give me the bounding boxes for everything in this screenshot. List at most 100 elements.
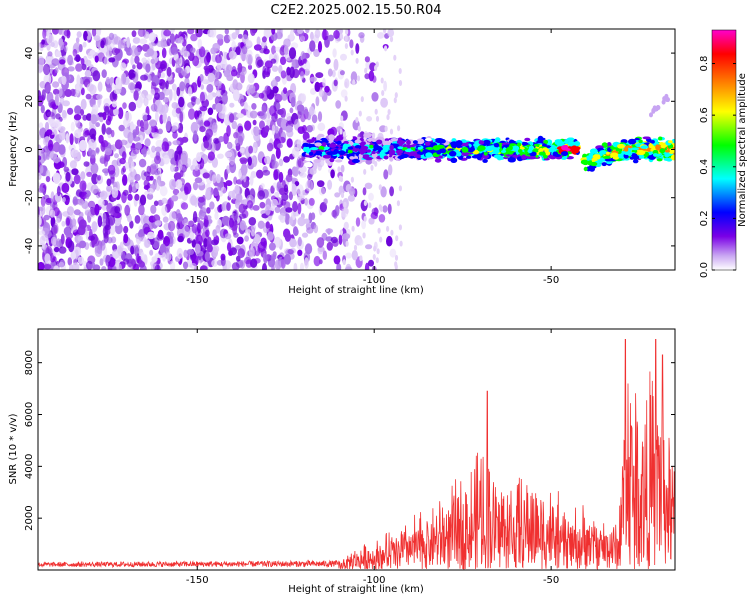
- spectrogram-cell: [75, 189, 83, 197]
- spectrogram-cell: [138, 158, 147, 168]
- spectrogram-cell: [216, 91, 221, 97]
- spectrogram-cell: [88, 138, 96, 149]
- spectrogram-cell: [97, 198, 105, 207]
- spectrogram-cell: [121, 191, 127, 204]
- spectrogram-cell: [127, 172, 135, 183]
- spectrogram-cell: [221, 203, 226, 212]
- spectrogram-cell: [362, 232, 366, 239]
- colorbar-tick-label: 0.0: [699, 262, 710, 278]
- spectrogram-cell: [272, 251, 277, 257]
- spectrogram-cell: [275, 102, 281, 110]
- spectrogram-cell: [67, 257, 73, 266]
- spectrogram-cell: [276, 29, 282, 38]
- spectrogram-cell: [350, 49, 354, 56]
- spectrogram-cell: [237, 33, 243, 39]
- spectrogram-cell: [306, 139, 315, 144]
- spectrogram-cell: [146, 148, 151, 155]
- spectrogram-cell: [80, 109, 85, 116]
- spectrogram-cell: [220, 186, 227, 194]
- spectrogram-cell: [146, 48, 155, 57]
- spectrogram-cell: [180, 202, 189, 210]
- spectrogram-cell: [47, 139, 54, 151]
- colorbar-tick-label: 0.8: [699, 56, 710, 72]
- spectrogram-cell: [40, 196, 46, 208]
- spectrogram-cell: [343, 140, 349, 145]
- spectrogram-cell: [136, 62, 143, 70]
- spectrogram-cell: [214, 80, 222, 87]
- spectrogram-cell: [455, 140, 463, 146]
- spectrogram-cell: [205, 128, 213, 138]
- spectrogram-cell: [120, 62, 127, 72]
- spectrogram-cell: [561, 151, 569, 157]
- spectrogram-cell: [342, 131, 346, 138]
- spectrogram-cell: [393, 97, 397, 104]
- spectrogram-cell: [253, 258, 261, 264]
- spectrogram-cell: [314, 142, 322, 147]
- spectrogram-cell: [272, 78, 276, 86]
- spectrogram-cell: [168, 235, 174, 248]
- spectrogram-cell: [361, 145, 369, 150]
- spectrogram-cell: [92, 70, 101, 82]
- spectrogram-cell: [289, 29, 294, 41]
- spectrogram-cell: [272, 86, 279, 94]
- spectrogram-cell: [340, 192, 345, 199]
- spectrogram-cell: [176, 192, 183, 199]
- spectrogram-cell: [96, 29, 102, 37]
- spectrogram-cell: [206, 83, 214, 93]
- spectrogram-cell: [159, 63, 166, 70]
- spectrogram-cell: [135, 183, 140, 190]
- spectrogram-cell: [61, 182, 70, 194]
- spectrogram-cell: [155, 179, 161, 191]
- spectrogram-cell: [72, 262, 80, 270]
- spectrogram-cell: [149, 175, 154, 181]
- spectrogram-cell: [287, 249, 295, 255]
- spectrogram-cell: [210, 239, 219, 246]
- spectrogram-cell: [187, 29, 195, 35]
- spectrogram-cell: [90, 114, 98, 125]
- spectrogram-cell: [161, 197, 168, 204]
- spectrogram-cell: [226, 202, 231, 212]
- spectrogram-cell: [543, 139, 549, 145]
- spectrogram-cell: [342, 233, 351, 240]
- spectrogram-cell: [527, 156, 537, 160]
- spectrogram-cell: [297, 29, 304, 35]
- spectrogram-cell: [73, 174, 81, 185]
- spectrogram-cell: [368, 259, 374, 267]
- spectrogram-cell: [144, 138, 151, 147]
- spectrogram-cell: [627, 151, 633, 157]
- spectrogram-cell: [157, 229, 164, 240]
- spectrogram-cell: [46, 91, 54, 104]
- spectrogram-cell: [58, 261, 65, 268]
- spectrogram-cell: [329, 157, 335, 163]
- spectrogram-cell: [271, 29, 276, 35]
- spectrogram-cell: [170, 29, 175, 34]
- spectrogram-cell: [157, 70, 161, 79]
- spectrogram-cell: [168, 178, 177, 190]
- spectrogram-cell: [119, 139, 128, 146]
- spectrogram-cell: [161, 205, 168, 217]
- spectrogram-cell: [382, 140, 391, 146]
- spectrogram-cell: [344, 35, 348, 42]
- spectrogram-cell: [177, 127, 183, 134]
- spectrogram-cell: [274, 191, 280, 198]
- spectrogram-cell: [257, 190, 266, 200]
- spectrogram-cell: [77, 198, 85, 206]
- spectrogram-cell: [149, 119, 157, 127]
- spectrogram-cell: [233, 209, 238, 222]
- spectrogram-cell: [58, 38, 64, 47]
- spectrogram-cell: [130, 245, 135, 255]
- spectrogram-cell: [267, 231, 274, 241]
- spectrogram-cell: [665, 149, 670, 153]
- spectrogram-cell: [333, 30, 340, 39]
- spectrogram-cell: [537, 135, 544, 142]
- spectrogram-cell: [129, 72, 136, 79]
- spectrogram-cell: [76, 74, 81, 86]
- spectrogram-cell: [333, 255, 341, 265]
- spectrogram-cell: [284, 213, 290, 225]
- spectrogram-cell: [153, 200, 159, 207]
- spectrogram-cell: [107, 164, 116, 175]
- spectrogram-cell: [179, 81, 186, 92]
- spectrogram-cell: [50, 236, 57, 246]
- spectrogram-cell: [138, 134, 144, 144]
- spectrogram-cell: [157, 128, 164, 135]
